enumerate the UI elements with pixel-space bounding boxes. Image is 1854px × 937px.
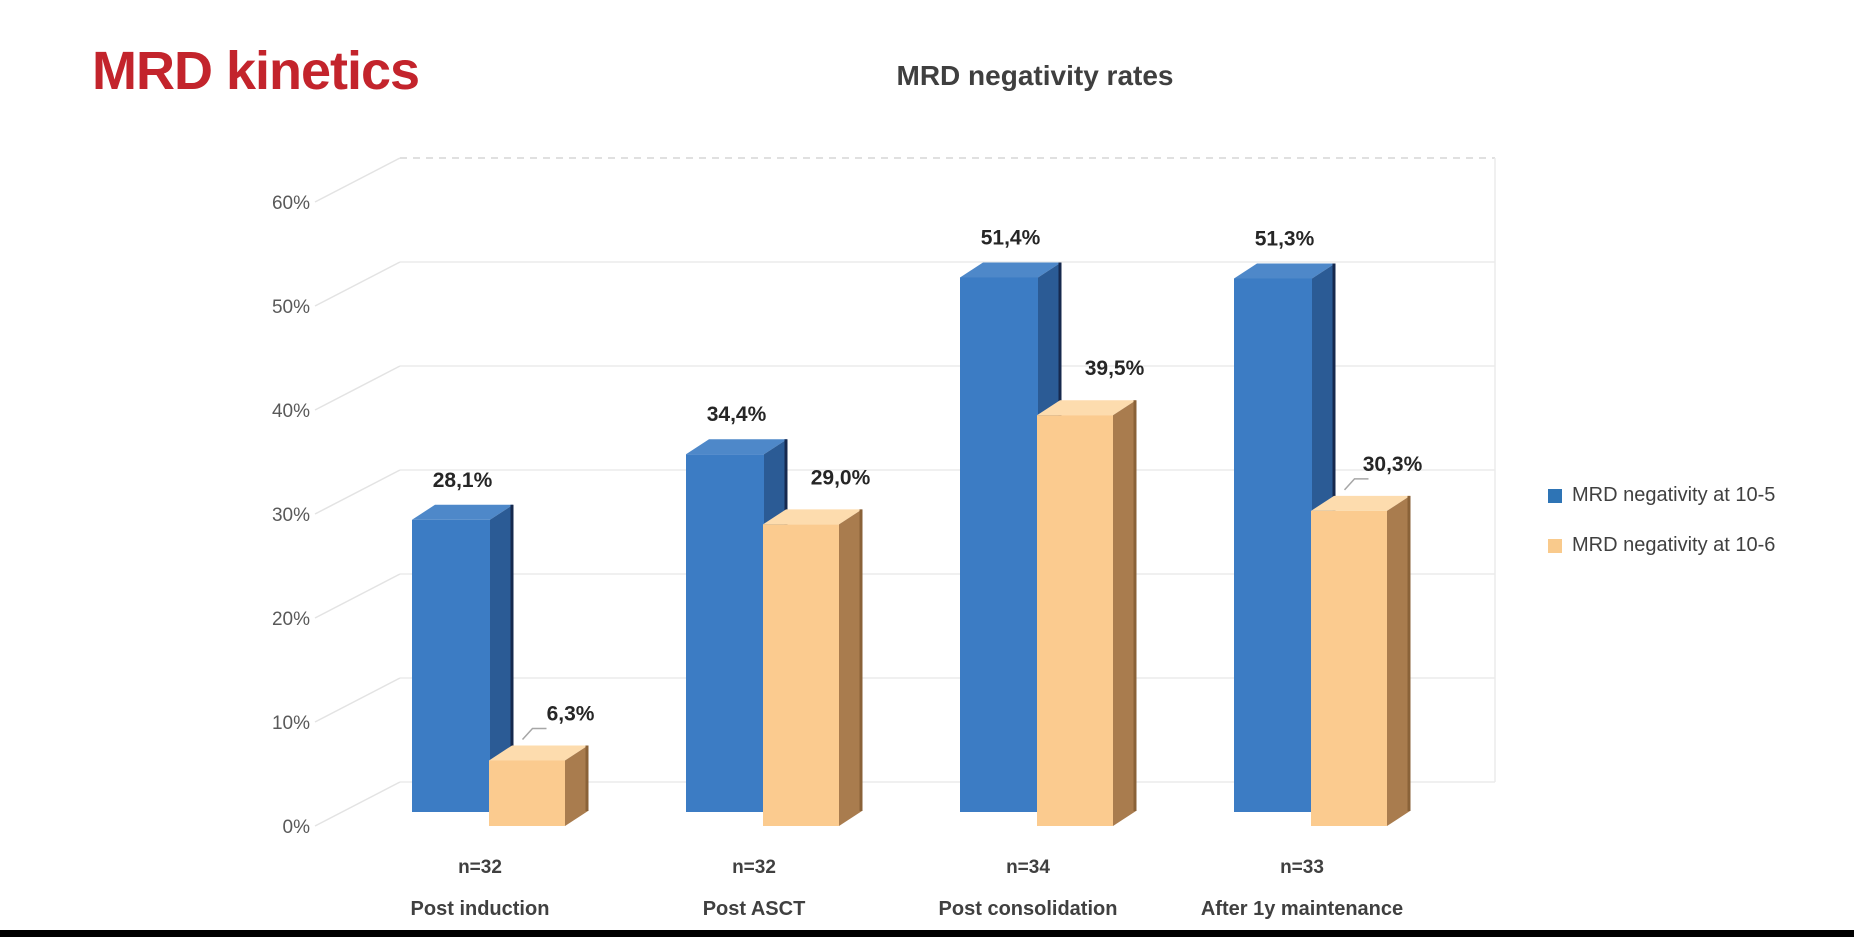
bar-top-s1-c2 (686, 439, 787, 455)
legend: MRD negativity at 10-5 MRD negativity at … (1548, 484, 1775, 584)
value-label-s1-c3: 51,4% (981, 226, 1041, 249)
value-label-s1-c2: 34,4% (707, 403, 767, 426)
bar-top-s2-c3 (1037, 400, 1136, 416)
gridline-diagonal-10 (314, 677, 401, 723)
gridline-diagonal-30 (314, 469, 401, 515)
bar-front-s1-c1 (412, 519, 490, 812)
value-label-s2-c3: 39,5% (1085, 357, 1145, 380)
slide-title: MRD kinetics (92, 41, 420, 101)
bar-top-s1-c4 (1234, 263, 1335, 279)
bar-front-s1-c3 (960, 277, 1038, 812)
n-label-c3: n=34 (1006, 857, 1050, 878)
y-tick-label-50: 50% (272, 297, 310, 318)
bar-top-s1-c1 (412, 504, 513, 520)
y-tick-label-0: 0% (283, 817, 311, 838)
value-label-s2-c2: 29,0% (811, 466, 871, 489)
bar-side-s2-c1 (565, 745, 588, 826)
legend-label-s2: MRD negativity at 10-6 (1572, 534, 1776, 556)
legend-label-s1: MRD negativity at 10-5 (1572, 484, 1776, 506)
bar-front-s2-c1 (489, 760, 565, 826)
bar-front-s2-c4 (1311, 510, 1387, 826)
bar-front-s2-c2 (763, 524, 839, 826)
gridline-diagonal-0 (314, 781, 401, 827)
legend-swatch-s1 (1548, 488, 1562, 503)
bar-side-s2-c4 (1387, 495, 1410, 826)
gridline-diagonal-20 (314, 573, 401, 619)
category-label-c1: Post induction (411, 898, 550, 920)
n-label-c1: n=32 (458, 857, 502, 878)
category-label-c3: Post consolidation (939, 898, 1118, 920)
legend-item-s2: MRD negativity at 10-6 (1548, 534, 1775, 557)
category-label-c4: After 1y maintenance (1201, 898, 1403, 920)
n-label-c4: n=33 (1280, 857, 1324, 878)
bar-front-s1-c4 (1234, 278, 1312, 813)
bar-side-s2-c3 (1113, 400, 1136, 826)
y-tick-label-30: 30% (272, 505, 310, 526)
bar-front-s2-c3 (1037, 415, 1113, 826)
leader-line-s2-c4 (1343, 478, 1369, 491)
value-label-s1-c4: 51,3% (1255, 227, 1315, 250)
legend-swatch-s2 (1548, 538, 1562, 553)
legend-item-s1: MRD negativity at 10-5 (1548, 484, 1775, 507)
y-tick-label-10: 10% (272, 713, 310, 734)
category-label-c2: Post ASCT (703, 898, 806, 920)
y-tick-label-40: 40% (272, 401, 310, 422)
n-label-c2: n=32 (732, 857, 776, 878)
chart-title: MRD negativity rates (896, 60, 1174, 91)
y-tick-label-60: 60% (272, 193, 310, 214)
bottom-black-strip (0, 930, 1854, 937)
value-label-s2-c1: 6,3% (547, 702, 595, 725)
gridline-diagonal-60 (314, 157, 401, 203)
bar-side-s1-c1 (490, 504, 513, 812)
bar-top-s1-c3 (960, 262, 1061, 278)
value-label-s2-c4: 30,3% (1363, 453, 1423, 476)
bar-side-s2-c2 (839, 509, 862, 826)
y-tick-label-20: 20% (272, 609, 310, 630)
value-label-s1-c1: 28,1% (433, 469, 493, 492)
gridline-diagonal-40 (314, 365, 401, 411)
bar-top-s2-c1 (489, 745, 588, 761)
leader-line-s2-c1 (521, 727, 547, 740)
gridline-diagonal-50 (314, 261, 401, 307)
bar-front-s1-c2 (686, 454, 764, 812)
bar-top-s2-c2 (763, 509, 862, 525)
bar-top-s2-c4 (1311, 495, 1410, 511)
